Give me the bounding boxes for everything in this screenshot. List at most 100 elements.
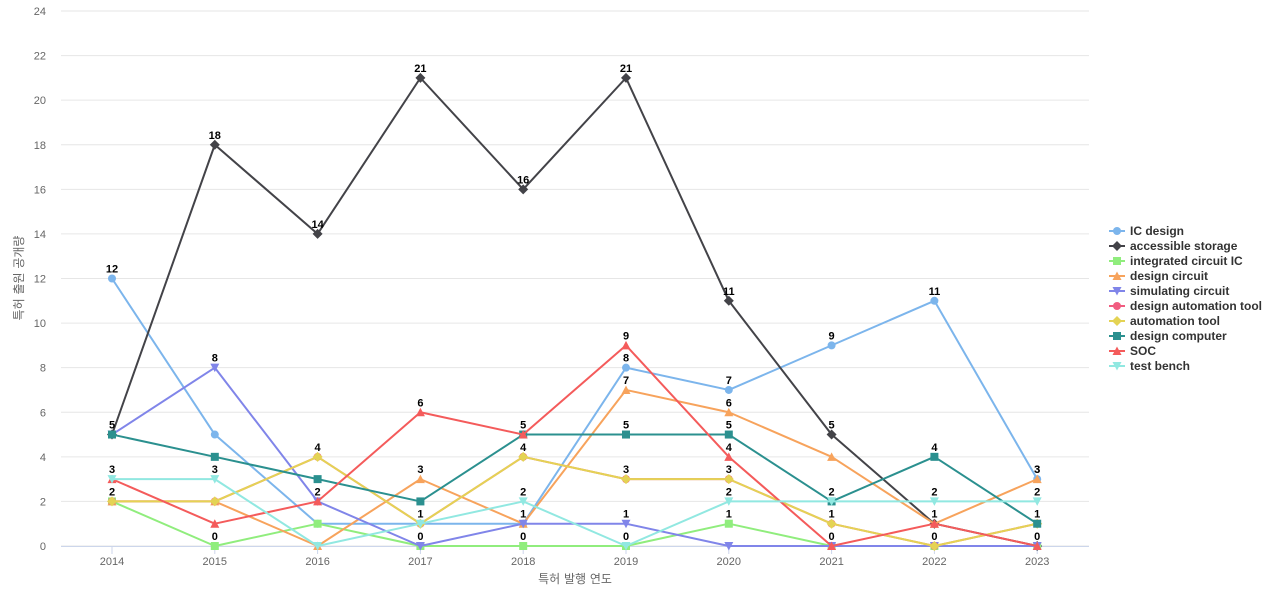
data-point[interactable]: [621, 474, 631, 485]
data-point[interactable]: [827, 341, 836, 350]
legend-marker[interactable]: [1113, 332, 1121, 340]
data-point[interactable]: [209, 496, 220, 507]
data-point[interactable]: [518, 519, 528, 529]
data-point[interactable]: [312, 228, 323, 239]
legend-marker[interactable]: [1113, 302, 1121, 310]
data-point[interactable]: [929, 541, 940, 551]
data-label: 0: [931, 531, 937, 543]
data-point[interactable]: [518, 184, 529, 195]
data-point[interactable]: [930, 296, 939, 305]
y-tick-label: 8: [40, 363, 46, 375]
legend-label: automation tool: [1130, 314, 1220, 328]
data-point[interactable]: [518, 497, 528, 506]
data-point[interactable]: [312, 451, 323, 462]
data-point[interactable]: [826, 518, 837, 529]
data-point[interactable]: [313, 475, 322, 484]
data-label: 4: [520, 442, 527, 454]
data-point[interactable]: [930, 452, 939, 461]
data-point[interactable]: [1032, 497, 1042, 506]
data-point[interactable]: [826, 429, 837, 440]
data-point[interactable]: [621, 340, 631, 350]
data-point[interactable]: [724, 519, 733, 528]
legend-marker[interactable]: [1112, 271, 1122, 281]
x-tick-label: 2021: [819, 556, 843, 568]
data-point[interactable]: [1032, 541, 1042, 551]
legend-item[interactable]: SOC: [1109, 344, 1156, 358]
data-point[interactable]: [929, 519, 939, 528]
legend-item[interactable]: design computer: [1109, 329, 1227, 343]
data-point[interactable]: [621, 72, 631, 83]
data-point[interactable]: [313, 496, 323, 506]
data-point[interactable]: [723, 295, 734, 306]
data-point[interactable]: [929, 497, 939, 506]
legend-item[interactable]: IC design: [1109, 224, 1184, 238]
legend-label: integrated circuit IC: [1130, 254, 1243, 268]
series-line: [111, 277, 1039, 525]
data-point[interactable]: [415, 542, 425, 551]
legend-item[interactable]: test bench: [1109, 359, 1190, 373]
data-point[interactable]: [723, 474, 734, 485]
legend-marker[interactable]: [1112, 346, 1122, 356]
data-label: 4: [315, 442, 322, 454]
data-point[interactable]: [107, 475, 117, 484]
x-tick-label: 2018: [511, 556, 535, 568]
data-point[interactable]: [108, 430, 116, 439]
legend-item[interactable]: automation tool: [1109, 314, 1220, 328]
legend-marker[interactable]: [1113, 257, 1121, 265]
data-point[interactable]: [210, 363, 220, 373]
data-point[interactable]: [313, 519, 322, 528]
data-point[interactable]: [416, 497, 425, 506]
legend-marker[interactable]: [1113, 227, 1121, 235]
legend-marker[interactable]: [1112, 241, 1122, 251]
data-point[interactable]: [210, 430, 219, 439]
legend-item[interactable]: simulating circuit: [1109, 284, 1229, 298]
legend-marker[interactable]: [1112, 287, 1122, 296]
data-point[interactable]: [724, 542, 734, 551]
data-point[interactable]: [724, 407, 734, 417]
data-point[interactable]: [621, 385, 631, 394]
data-point[interactable]: [827, 541, 837, 551]
data-point[interactable]: [518, 451, 529, 462]
legend-item[interactable]: design automation tool: [1109, 299, 1262, 313]
data-point[interactable]: [518, 430, 528, 439]
data-label: 2: [931, 486, 937, 498]
data-point[interactable]: [108, 274, 116, 283]
data-point[interactable]: [621, 542, 631, 551]
data-point[interactable]: [621, 519, 631, 529]
data-point[interactable]: [1032, 474, 1042, 484]
data-point[interactable]: [415, 474, 425, 484]
y-tick-label: 0: [40, 541, 46, 553]
x-axis-ticks: 2014 2015 2016 2017 2018 2019 2020 2021 2022 2023: [100, 546, 1049, 568]
data-label: 4: [931, 442, 938, 454]
data-point[interactable]: [415, 407, 425, 417]
data-point[interactable]: [107, 496, 117, 507]
data-point[interactable]: [415, 72, 426, 83]
data-point[interactable]: [209, 139, 220, 150]
data-point[interactable]: [724, 452, 734, 461]
legend-item[interactable]: integrated circuit IC: [1109, 254, 1243, 268]
data-label: 12: [106, 264, 118, 276]
data-point[interactable]: [622, 430, 630, 439]
data-label: 11: [723, 286, 735, 298]
legend-item[interactable]: design circuit: [1109, 269, 1208, 283]
data-point[interactable]: [724, 497, 734, 506]
data-point[interactable]: [313, 542, 323, 551]
data-point[interactable]: [210, 475, 220, 484]
legend-item[interactable]: accessible storage: [1109, 239, 1238, 253]
x-tick-label: 2019: [614, 556, 638, 568]
legend-marker[interactable]: [1112, 362, 1122, 371]
data-point[interactable]: [1033, 519, 1042, 528]
data-point[interactable]: [724, 430, 733, 439]
data-point[interactable]: [210, 452, 219, 461]
data-point[interactable]: [210, 519, 220, 528]
data-point[interactable]: [415, 519, 425, 529]
legend-marker[interactable]: [1112, 316, 1122, 326]
data-point[interactable]: [827, 497, 837, 506]
data-point[interactable]: [724, 385, 733, 394]
data-point[interactable]: [622, 363, 630, 372]
data-point[interactable]: [519, 542, 528, 550]
data-point[interactable]: [210, 542, 219, 550]
data-point[interactable]: [827, 452, 837, 461]
data-label: 2: [1034, 486, 1040, 498]
